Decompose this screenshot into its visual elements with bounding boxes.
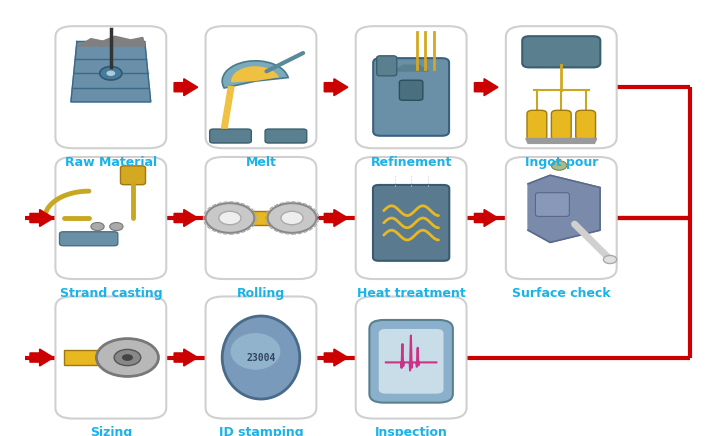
Text: ID stamping: ID stamping — [219, 426, 303, 436]
Polygon shape — [528, 175, 600, 242]
FancyBboxPatch shape — [209, 129, 252, 143]
Polygon shape — [394, 65, 428, 71]
FancyArrow shape — [325, 79, 348, 95]
Circle shape — [281, 211, 303, 225]
FancyBboxPatch shape — [576, 110, 596, 140]
FancyArrow shape — [325, 349, 348, 366]
FancyBboxPatch shape — [206, 157, 316, 279]
FancyBboxPatch shape — [527, 110, 547, 140]
FancyBboxPatch shape — [59, 232, 118, 246]
Wedge shape — [231, 66, 279, 82]
Text: Ingot pour: Ingot pour — [525, 156, 598, 169]
Polygon shape — [526, 139, 597, 143]
Text: 23004: 23004 — [246, 353, 276, 362]
Text: Sizing: Sizing — [89, 426, 132, 436]
FancyArrow shape — [475, 79, 498, 95]
FancyArrow shape — [475, 210, 498, 227]
FancyArrow shape — [30, 210, 54, 227]
Circle shape — [219, 211, 241, 225]
Text: Rolling: Rolling — [237, 287, 285, 300]
Circle shape — [114, 349, 141, 366]
Circle shape — [100, 67, 122, 80]
FancyBboxPatch shape — [551, 110, 571, 140]
Text: Refinement: Refinement — [370, 156, 452, 169]
Circle shape — [107, 71, 115, 76]
FancyBboxPatch shape — [355, 157, 466, 279]
FancyBboxPatch shape — [370, 320, 453, 402]
FancyBboxPatch shape — [373, 185, 449, 261]
Polygon shape — [77, 36, 144, 46]
FancyArrow shape — [325, 210, 348, 227]
FancyBboxPatch shape — [206, 26, 316, 148]
Text: Heat treatment: Heat treatment — [357, 287, 465, 300]
Circle shape — [91, 222, 104, 231]
FancyBboxPatch shape — [56, 296, 166, 419]
Ellipse shape — [230, 333, 280, 370]
Bar — [64, 350, 147, 365]
FancyBboxPatch shape — [355, 296, 466, 419]
FancyBboxPatch shape — [379, 329, 443, 394]
Circle shape — [551, 161, 567, 170]
FancyBboxPatch shape — [56, 157, 166, 279]
FancyBboxPatch shape — [377, 56, 397, 76]
Circle shape — [603, 255, 616, 263]
Polygon shape — [71, 41, 151, 102]
FancyBboxPatch shape — [506, 26, 616, 148]
FancyBboxPatch shape — [206, 296, 316, 419]
FancyBboxPatch shape — [506, 157, 616, 279]
FancyBboxPatch shape — [56, 26, 166, 148]
FancyArrow shape — [30, 349, 54, 366]
FancyBboxPatch shape — [265, 129, 307, 143]
Circle shape — [97, 339, 159, 376]
Bar — [219, 211, 303, 225]
Text: Strand casting: Strand casting — [59, 287, 162, 300]
FancyArrow shape — [174, 210, 197, 227]
Circle shape — [267, 203, 317, 233]
Circle shape — [109, 222, 123, 231]
Text: Inspection: Inspection — [375, 426, 448, 436]
Circle shape — [206, 203, 255, 233]
Wedge shape — [222, 61, 288, 88]
Text: Raw Material: Raw Material — [65, 156, 157, 169]
FancyBboxPatch shape — [400, 80, 423, 100]
FancyBboxPatch shape — [522, 36, 601, 68]
FancyBboxPatch shape — [536, 193, 569, 216]
Circle shape — [122, 354, 133, 361]
FancyArrow shape — [174, 349, 197, 366]
FancyBboxPatch shape — [120, 166, 146, 185]
Text: Surface check: Surface check — [512, 287, 611, 300]
FancyBboxPatch shape — [373, 58, 449, 136]
Ellipse shape — [222, 316, 300, 399]
FancyArrow shape — [174, 79, 197, 95]
FancyBboxPatch shape — [355, 26, 466, 148]
Text: Melt: Melt — [245, 156, 277, 169]
